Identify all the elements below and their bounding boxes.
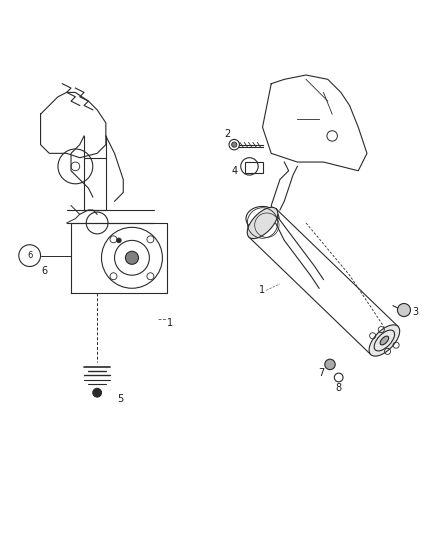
- Circle shape: [397, 303, 410, 317]
- Circle shape: [325, 359, 335, 370]
- Text: 1: 1: [167, 318, 173, 328]
- Circle shape: [125, 251, 138, 264]
- Circle shape: [232, 142, 237, 147]
- Text: 4: 4: [231, 166, 237, 176]
- Circle shape: [93, 389, 102, 397]
- Text: 1: 1: [258, 286, 265, 295]
- Text: 3: 3: [413, 307, 419, 317]
- Ellipse shape: [380, 336, 389, 345]
- Text: 7: 7: [318, 368, 325, 378]
- Text: 6: 6: [27, 251, 32, 260]
- Circle shape: [117, 238, 121, 243]
- Text: 6: 6: [42, 266, 48, 276]
- Text: 5: 5: [117, 394, 123, 404]
- Ellipse shape: [369, 325, 400, 356]
- Text: 2: 2: [225, 129, 231, 139]
- Text: 8: 8: [336, 383, 342, 393]
- Ellipse shape: [247, 207, 278, 239]
